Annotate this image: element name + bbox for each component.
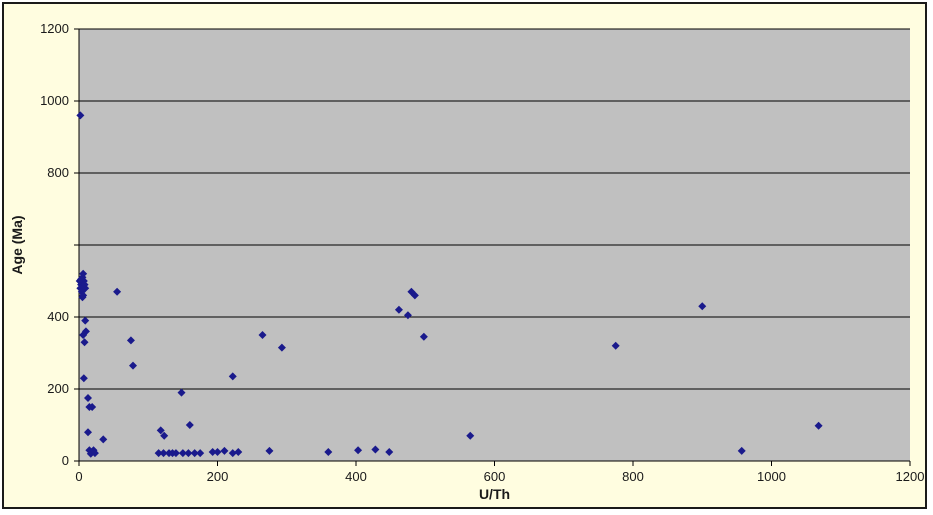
data-point: [171, 449, 180, 458]
data-point: [80, 338, 89, 347]
data-point: [185, 421, 194, 429]
chart-frame: 0 200 400 600 800 1000 1200 0 200 400 800 1000 1200 …: [2, 2, 927, 509]
y-tick-label: 800: [47, 165, 69, 180]
y-tick-label: 200: [47, 381, 69, 396]
data-point: [228, 449, 237, 458]
data-point: [90, 449, 99, 458]
data-point: [81, 327, 90, 336]
data-point: [76, 111, 85, 120]
y-tick-label: 1200: [40, 21, 69, 36]
data-points: [75, 111, 823, 458]
y-tick-label: 400: [47, 309, 69, 324]
axes: [74, 28, 911, 466]
data-point: [79, 291, 88, 300]
x-axis-title: U/Th: [479, 486, 510, 502]
data-point: [160, 431, 169, 440]
x-tick-label: 1000: [757, 469, 786, 484]
data-point: [698, 302, 707, 311]
data-point: [419, 332, 428, 341]
y-tick-label: 1000: [40, 93, 69, 108]
data-point: [277, 343, 286, 352]
data-point: [213, 448, 222, 456]
data-point: [371, 445, 380, 454]
data-point: [403, 311, 412, 320]
data-point: [410, 291, 419, 300]
data-point: [220, 446, 229, 455]
data-point: [385, 448, 394, 456]
data-point: [88, 403, 97, 411]
data-point: [129, 361, 138, 370]
data-point: [81, 316, 90, 325]
data-point: [466, 431, 475, 440]
data-point: [79, 374, 88, 383]
data-point: [81, 284, 90, 293]
data-point: [177, 388, 186, 397]
y-tick-label: 0: [62, 453, 69, 468]
tick-labels: 0 200 400 600 800 1000 1200 0 200 400 800 1000 1200: [40, 21, 924, 484]
data-point: [354, 446, 363, 455]
data-point: [190, 449, 199, 458]
x-tick-label: 200: [207, 469, 229, 484]
scatter-chart: 0 200 400 600 800 1000 1200020040080010001200 …: [9, 21, 924, 502]
x-tick-label: 1200: [896, 469, 925, 484]
x-tick-label: 400: [345, 469, 367, 484]
data-point: [77, 275, 86, 284]
data-point: [184, 449, 193, 458]
data-point: [84, 394, 93, 402]
data-point: [324, 448, 333, 456]
data-point: [611, 341, 620, 350]
data-point: [156, 426, 165, 435]
data-point: [196, 449, 205, 458]
data-point: [208, 448, 217, 456]
x-tick-label: 600: [484, 469, 506, 484]
data-point: [258, 331, 267, 339]
data-point: [154, 449, 163, 458]
gridlines: [79, 28, 910, 390]
data-point: [228, 372, 237, 381]
data-point: [394, 305, 403, 314]
x-tick-label: 0: [75, 469, 82, 484]
y-axis-title: Age (Ma): [9, 215, 25, 274]
x-tick-label: 800: [622, 469, 644, 484]
data-point: [84, 428, 93, 437]
data-point: [265, 446, 274, 455]
data-point: [99, 435, 108, 444]
data-point: [159, 449, 168, 458]
data-point: [737, 446, 746, 455]
data-point: [234, 448, 243, 456]
data-point: [178, 449, 187, 458]
data-point: [113, 287, 122, 296]
data-point: [126, 336, 135, 345]
data-point: [814, 421, 823, 430]
